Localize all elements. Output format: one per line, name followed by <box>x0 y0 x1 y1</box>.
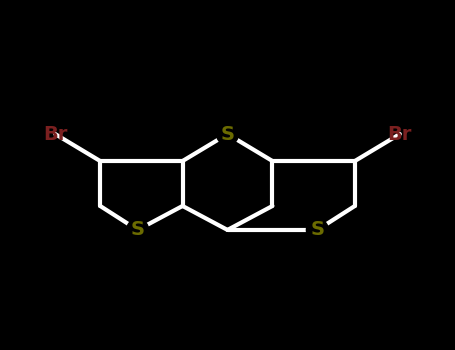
Text: Br: Br <box>43 125 67 144</box>
Circle shape <box>126 219 149 241</box>
Text: S: S <box>221 125 234 144</box>
Text: S: S <box>131 220 145 239</box>
Text: Br: Br <box>388 125 412 144</box>
Text: S: S <box>310 220 324 239</box>
Circle shape <box>217 123 238 145</box>
Circle shape <box>306 219 329 241</box>
